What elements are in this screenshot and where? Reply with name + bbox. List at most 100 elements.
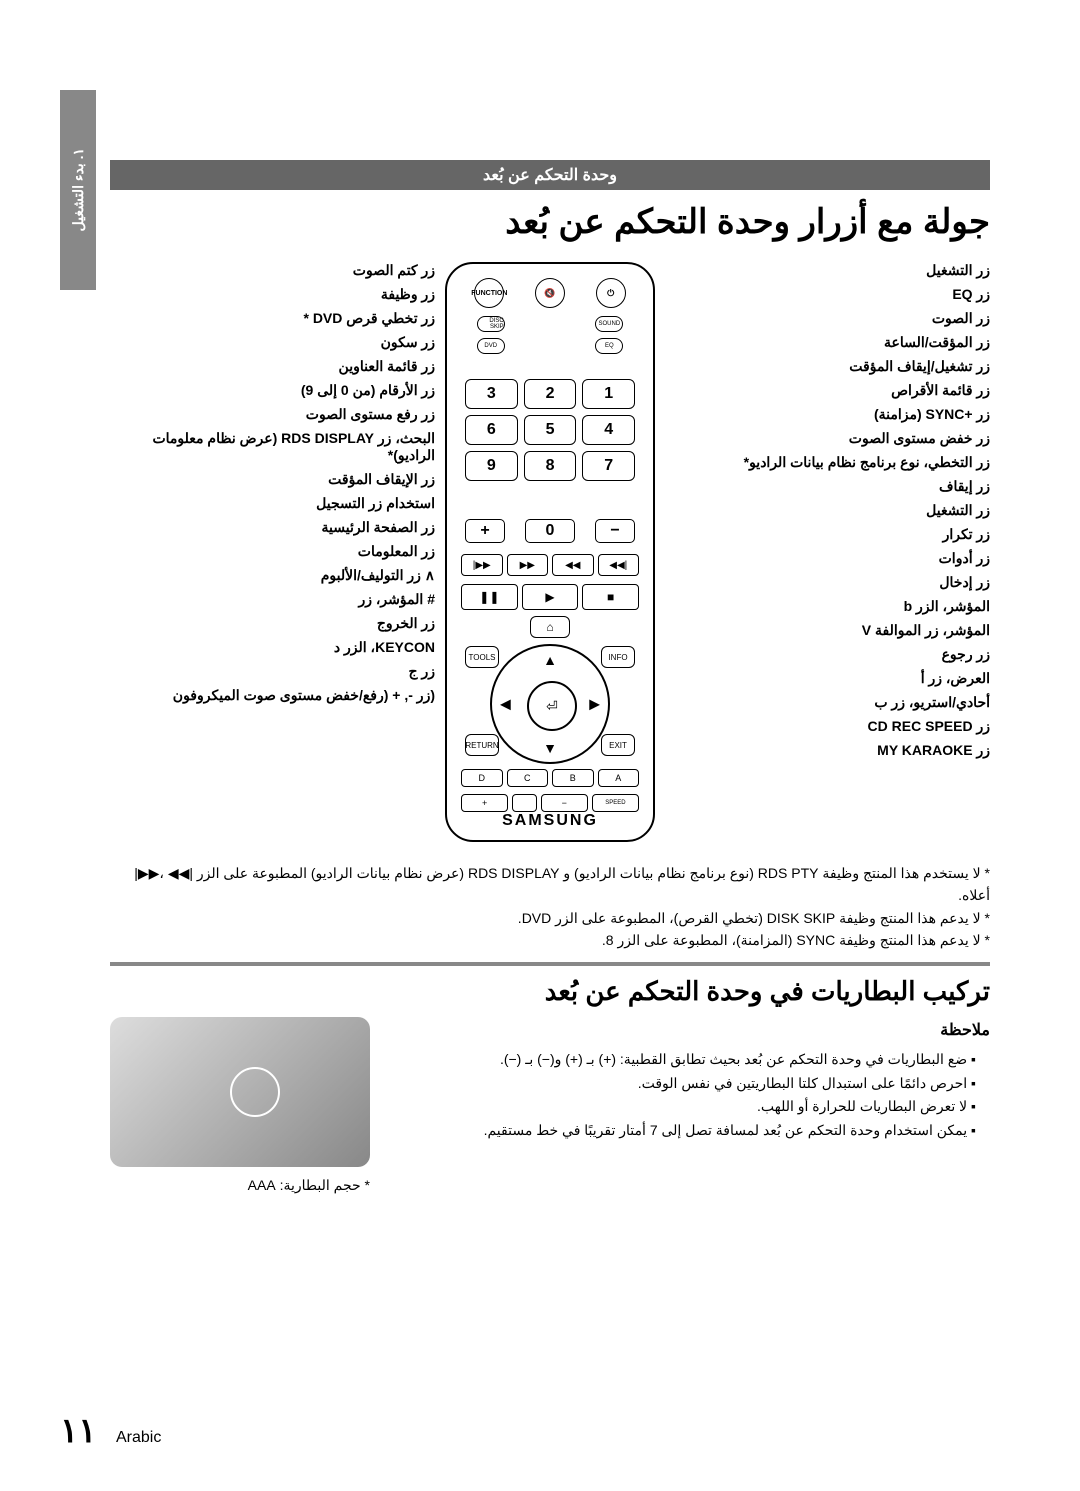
callout: زر الأرقام (من 0 إلى 9) [110, 382, 435, 399]
callout: زر تكرار [665, 526, 990, 543]
callout: زر كتم الصوت [110, 262, 435, 279]
callout: زر المعلومات [110, 543, 435, 560]
num-4: 4 [582, 415, 635, 445]
sub-title: تركيب البطاريات في وحدة التحكم عن بُعد [110, 976, 990, 1007]
function-button: FUNCTION [474, 278, 504, 308]
callout: زر التشغيل [665, 262, 990, 279]
btn-b: B [552, 769, 594, 787]
btn-a: A [598, 769, 640, 787]
callout: المؤشر، الزر b [665, 598, 990, 615]
callout: زر قائمة العناوين [110, 358, 435, 375]
arrow-up-icon: ▲ [543, 652, 557, 668]
callout: زر الإيقاف المؤقت [110, 471, 435, 488]
callout: البحث، زر RDS DISPLAY (عرض نظام معلومات … [110, 430, 435, 464]
mute-icon: 🔇 [535, 278, 565, 308]
callout: العرض، زر أ [665, 670, 990, 687]
callout: أحادي/استريو، زر ب [665, 694, 990, 711]
num-9: 9 [465, 451, 518, 481]
side-tab: ١. بدء التشغيل [60, 90, 96, 290]
note-head: ملاحظة [390, 1017, 990, 1044]
callout: KEYCON، الزر د [110, 639, 435, 656]
callout: زر إيقاف [665, 478, 990, 495]
remote-diagram: ⏻ 🔇 FUNCTION SOUND DISC SKIP EQ DVD 1 2 … [445, 262, 655, 842]
divider [110, 962, 990, 966]
prev-icon: |◀◀ [598, 554, 640, 576]
mic-sep [512, 794, 537, 812]
callout: ∧ زر التوليف/الألبوم [110, 567, 435, 584]
battery-image [110, 1017, 370, 1167]
callout: زر قائمة الأقراص [665, 382, 990, 399]
callout: زر التشغيل [665, 502, 990, 519]
dpad: ▲ ▼ ◀ ▶ ⏎ [490, 644, 610, 764]
callout: زر رجوع [665, 646, 990, 663]
note: * لا يدعم هذا المنتج وظيفة DISK SKIP (تخ… [110, 907, 990, 929]
sound-button: SOUND [595, 316, 623, 332]
brand-logo: SAMSUNG [447, 812, 653, 830]
home-button: ⌂ [530, 616, 570, 638]
callout: زر الصفحة الرئيسية [110, 519, 435, 536]
vol-down: − [595, 519, 635, 543]
callout: زر سكون [110, 334, 435, 351]
pause-icon: ❚❚ [461, 584, 518, 610]
callout: زر تخطي قرص DVD * [110, 310, 435, 327]
arrow-left-icon: ◀ [500, 696, 511, 713]
callout: زر +SYNC (مزامنة) [665, 406, 990, 423]
callout: استخدام زر التسجيل [110, 495, 435, 512]
exit-button: EXIT [601, 734, 635, 756]
vol-up: + [465, 519, 505, 543]
side-tab-text: ١. بدء التشغيل [70, 148, 86, 231]
dvd-button: DVD [477, 338, 505, 354]
stop-icon: ■ [582, 584, 639, 610]
callout: زر وظيفة [110, 286, 435, 303]
speed-button: SPEED [592, 794, 639, 812]
battery-img-wrap: * حجم البطارية: AAA [110, 1017, 370, 1194]
return-button: RETURN [465, 734, 499, 756]
footnotes: * لا يستخدم هذا المنتج وظيفة RDS PTY (نو… [110, 862, 990, 952]
num-1: 1 [582, 379, 635, 409]
num-3: 3 [465, 379, 518, 409]
num-6: 6 [465, 415, 518, 445]
number-grid: 1 2 3 4 5 6 7 8 9 [465, 379, 635, 481]
main-title: جولة مع أزرار وحدة التحكم عن بُعد [110, 202, 990, 242]
callout: زر CD REC SPEED [665, 718, 990, 735]
num-8: 8 [524, 451, 577, 481]
callout: زر ج [110, 663, 435, 680]
battery-item: ▪ احرص دائمًا على استبدال كلتا البطاريتي… [390, 1072, 976, 1096]
callout: زر رفع مستوى الصوت [110, 406, 435, 423]
media-row: |◀◀ ◀◀ ▶▶ ▶▶| [461, 554, 639, 576]
power-icon: ⏻ [596, 278, 626, 308]
callout: زر المؤقت/الساعة [665, 334, 990, 351]
color-row: A B C D [461, 769, 639, 787]
callout: زر MY KARAOKE [665, 742, 990, 759]
callout: زر خفض مستوى الصوت [665, 430, 990, 447]
header-bar: وحدة التحكم عن بُعد [110, 160, 990, 190]
forward-icon: ▶▶ [507, 554, 549, 576]
speed-row: SPEED − + [461, 794, 639, 812]
play-row: ■ ▶ ❚❚ [461, 584, 639, 610]
battery-item: ▪ يمكن استخدام وحدة التحكم عن بُعد لمساف… [390, 1119, 976, 1143]
arrow-down-icon: ▼ [543, 740, 557, 756]
arrow-icon [230, 1067, 280, 1117]
note: * لا يستخدم هذا المنتج وظيفة RDS PTY (نو… [110, 862, 990, 907]
num-7: 7 [582, 451, 635, 481]
eq-button: EQ [595, 338, 623, 354]
page-number: ١١ Arabic [60, 1411, 161, 1451]
arrow-right-icon: ▶ [589, 696, 600, 713]
next-icon: ▶▶| [461, 554, 503, 576]
btn-d: D [461, 769, 503, 787]
battery-item: ▪ لا تعرض البطاريات للحرارة أو اللهب. [390, 1095, 976, 1119]
callout: زر الصوت [665, 310, 990, 327]
callout: # المؤشر، زر [110, 591, 435, 608]
callout: زر التخطي، نوع برنامج نظام بيانات الرادي… [665, 454, 990, 471]
callout: زر EQ [665, 286, 990, 303]
volume-row: − 0 + [465, 519, 635, 543]
callout: زر تشغيل/إيقاف المؤقت [665, 358, 990, 375]
battery-size: * حجم البطارية: AAA [110, 1177, 370, 1194]
mic-plus: + [461, 794, 508, 812]
callouts-left: زر التشغيل زر EQ زر الصوت زر المؤقت/السا… [665, 262, 990, 766]
note: * لا يدعم هذا المنتج وظيفة SYNC (المزامن… [110, 929, 990, 951]
callout: زر الخروج [110, 615, 435, 632]
battery-notes: ملاحظة ▪ ضع البطاريات في وحدة التحكم عن … [390, 1017, 990, 1194]
callout: المؤشر، زر الموالفة V [665, 622, 990, 639]
disc-skip-button: DISC SKIP [477, 316, 505, 332]
